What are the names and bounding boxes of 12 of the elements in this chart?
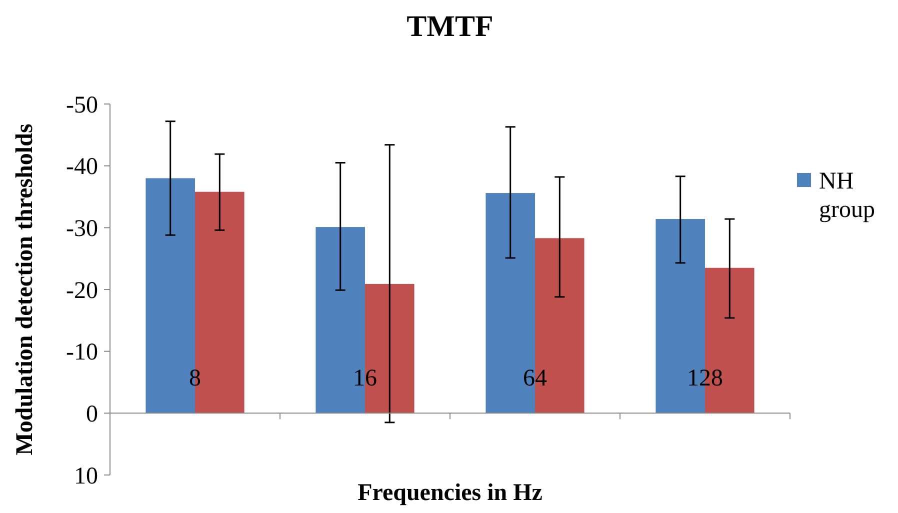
- y-tick-label: 0: [86, 402, 98, 428]
- y-tick-label: -50: [66, 92, 98, 118]
- y-tick-label: 10: [74, 463, 98, 490]
- x-axis-title: Frequencies in Hz: [358, 480, 543, 506]
- chart-title: TMTF: [406, 10, 494, 43]
- y-tick-label: -30: [66, 216, 98, 242]
- y-tick-label: -10: [66, 340, 98, 366]
- y-tick-label: -40: [66, 154, 98, 180]
- y-tick-label: -20: [66, 278, 98, 304]
- legend-label: NH group: [819, 168, 875, 224]
- y-axis-title: Modulation detection thresholds: [12, 124, 38, 456]
- x-tick-label: 8: [189, 366, 201, 392]
